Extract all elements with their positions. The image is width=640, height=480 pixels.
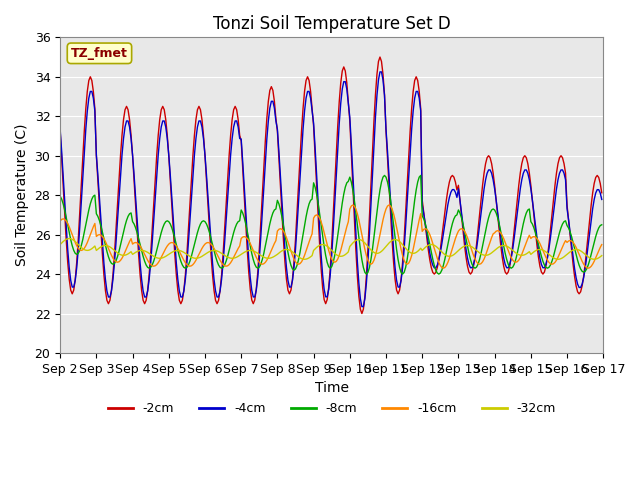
Line: -32cm: -32cm: [60, 239, 602, 259]
-8cm: [381, 172, 388, 178]
-32cm: [301, 256, 308, 262]
-16cm: [218, 260, 225, 265]
-2cm: [218, 272, 225, 277]
-16cm: [440, 265, 447, 271]
-32cm: [124, 251, 132, 257]
-2cm: [123, 104, 131, 109]
-2cm: [376, 54, 384, 60]
-16cm: [245, 238, 253, 243]
-4cm: [123, 118, 131, 124]
Line: -8cm: -8cm: [60, 175, 602, 274]
-8cm: [123, 217, 131, 223]
-4cm: [376, 69, 384, 75]
-2cm: [245, 269, 253, 275]
-32cm: [246, 248, 254, 253]
-8cm: [362, 271, 370, 277]
-32cm: [598, 253, 605, 259]
-8cm: [56, 193, 64, 199]
Legend: -2cm, -4cm, -8cm, -16cm, -32cm: -2cm, -4cm, -8cm, -16cm, -32cm: [102, 397, 561, 420]
-16cm: [56, 218, 64, 224]
-4cm: [293, 224, 301, 230]
-2cm: [571, 274, 579, 279]
-4cm: [571, 266, 579, 272]
-2cm: [358, 311, 365, 316]
-8cm: [598, 222, 605, 228]
-32cm: [294, 254, 302, 260]
-8cm: [218, 265, 225, 271]
-32cm: [65, 236, 73, 241]
X-axis label: Time: Time: [315, 381, 349, 395]
Line: -4cm: -4cm: [60, 72, 602, 307]
-4cm: [598, 196, 605, 202]
-16cm: [123, 246, 131, 252]
-2cm: [598, 190, 605, 196]
-8cm: [293, 263, 301, 268]
-16cm: [571, 242, 579, 248]
-4cm: [358, 304, 365, 310]
-32cm: [237, 252, 245, 257]
-16cm: [349, 202, 356, 208]
Title: Tonzi Soil Temperature Set D: Tonzi Soil Temperature Set D: [213, 15, 451, 33]
-16cm: [598, 242, 605, 248]
-32cm: [571, 247, 579, 252]
Line: -16cm: -16cm: [60, 205, 602, 268]
-8cm: [245, 236, 253, 241]
-32cm: [56, 241, 64, 247]
-16cm: [236, 243, 243, 249]
-2cm: [293, 211, 301, 216]
Y-axis label: Soil Temperature (C): Soil Temperature (C): [15, 124, 29, 266]
-2cm: [236, 132, 243, 138]
-32cm: [220, 252, 227, 257]
-16cm: [293, 261, 301, 266]
Text: TZ_fmet: TZ_fmet: [71, 47, 128, 60]
-4cm: [245, 256, 253, 262]
Line: -2cm: -2cm: [60, 57, 602, 313]
-8cm: [571, 246, 579, 252]
-8cm: [236, 218, 243, 224]
-4cm: [236, 136, 243, 142]
-2cm: [56, 128, 64, 134]
-4cm: [56, 126, 64, 132]
-4cm: [218, 276, 225, 282]
